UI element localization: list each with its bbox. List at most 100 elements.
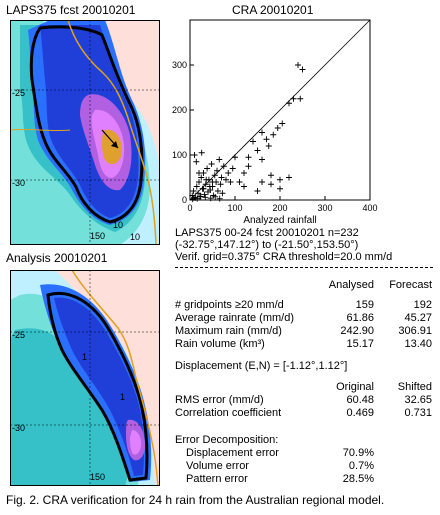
y-tick-label: 200 (172, 105, 187, 115)
col-shifted: Shifted (397, 381, 432, 393)
data-point (295, 62, 301, 68)
decomp-value: 70.9% (342, 447, 374, 459)
x-axis-label: Analyzed rainfall (243, 215, 316, 226)
data-point (206, 183, 213, 190)
data-point (259, 129, 265, 136)
data-point (214, 188, 221, 194)
data-point (259, 179, 265, 185)
decomp-label: Volume error (186, 460, 249, 472)
error-label: Correlation coefficient (175, 407, 282, 419)
data-point (241, 183, 247, 190)
lon-label: 150 (90, 472, 105, 482)
y-tick-label: 300 (172, 60, 187, 70)
y-tick-label: 0 (182, 195, 187, 205)
error-label: RMS error (mm/d) (175, 394, 264, 406)
data-point (220, 163, 227, 170)
data-point (198, 149, 205, 156)
data-point (241, 170, 247, 176)
error-original: 0.469 (346, 407, 374, 419)
decomp-value: 0.7% (348, 460, 374, 472)
rain-band-7 (130, 430, 142, 455)
data-point (208, 161, 215, 167)
error-original: 60.48 (346, 394, 374, 406)
lat-label: -30 (12, 178, 25, 188)
data-point (265, 143, 272, 149)
col-original: Original (336, 381, 374, 393)
data-point (195, 190, 202, 197)
lon-label: 150 (90, 231, 105, 241)
data-point (245, 154, 252, 161)
threshold-contour (29, 25, 144, 224)
data-point (277, 176, 283, 183)
data-point (254, 188, 261, 194)
stats-header-line: Verif. grid=0.375° CRA threshold=20.0 mm… (175, 251, 393, 263)
data-point (216, 156, 223, 163)
data-point (259, 156, 265, 163)
data-point (218, 174, 225, 181)
lat-label: -30 (12, 423, 25, 433)
data-point (223, 176, 229, 183)
data-point (297, 95, 304, 102)
data-point (268, 172, 274, 179)
lat-label: -25 (12, 88, 25, 98)
data-point (196, 170, 202, 176)
data-point (203, 176, 210, 183)
data-point (274, 125, 281, 131)
data-point (190, 188, 197, 194)
analysis-map-title: Analysis 20010201 (6, 251, 108, 265)
displacement-line: Displacement (E,N) = [-1.12°,1.12°] (175, 360, 348, 372)
stats-header-line: (-32.75°,147.12°) to (-21.50°,153.50°) (175, 239, 359, 251)
data-point (232, 154, 238, 161)
data-point (189, 196, 196, 203)
border-line (10, 128, 71, 132)
data-point (209, 179, 216, 185)
arrow-head (111, 141, 118, 148)
threshold-contour (46, 292, 149, 482)
stat-label: # gridpoints ≥20 mm/d (175, 299, 284, 311)
x-tick-label: 300 (317, 203, 332, 213)
data-point (286, 174, 292, 181)
data-point (250, 138, 256, 145)
forecast-map-title: LAPS375 fcst 20010201 (6, 3, 136, 17)
forecast-rain-map: -25 -30 150 10 10 (10, 20, 160, 245)
data-point (211, 172, 218, 179)
data-point (204, 165, 211, 172)
stat-label: Maximum rain (mm/d) (175, 325, 282, 337)
decomp-label: Displacement error (186, 447, 279, 459)
data-point (219, 190, 226, 197)
stat-analysed: 61.86 (346, 312, 374, 324)
figure-caption: Fig. 2. CRA verification for 24 h rain f… (6, 493, 385, 507)
data-point (197, 193, 204, 200)
data-point (299, 66, 306, 73)
stat-forecast: 306.91 (398, 325, 432, 337)
data-point (196, 179, 202, 185)
data-point (268, 181, 274, 188)
rain-band-3 (10, 328, 128, 486)
col-analysed: Analysed (328, 279, 374, 291)
decomp-label: Pattern error (186, 473, 248, 485)
error-shifted: 0.731 (404, 407, 432, 419)
x-tick-label: 400 (362, 203, 377, 213)
contour-label: 1 (82, 352, 87, 362)
data-point (229, 165, 236, 172)
data-point (279, 120, 286, 127)
stat-forecast: 45.27 (404, 312, 432, 324)
data-point (225, 170, 232, 176)
data-point (227, 179, 234, 185)
data-point (207, 195, 214, 202)
x-tick-label: 200 (272, 203, 287, 213)
data-point (214, 167, 220, 174)
x-tick-label: 0 (187, 203, 192, 213)
stat-forecast: 13.40 (404, 338, 432, 350)
data-point (202, 194, 209, 201)
data-point (277, 185, 283, 192)
stat-label: Rain volume (km³) (175, 338, 265, 350)
data-point (216, 195, 223, 202)
contour-label: 10 (113, 220, 123, 230)
coastline (71, 270, 159, 486)
stats-header-line: LAPS375 00-24 fcst 20010201 n=232 (175, 227, 359, 239)
y-tick-label: 100 (172, 150, 187, 160)
data-point (194, 195, 201, 202)
data-point (193, 183, 200, 190)
